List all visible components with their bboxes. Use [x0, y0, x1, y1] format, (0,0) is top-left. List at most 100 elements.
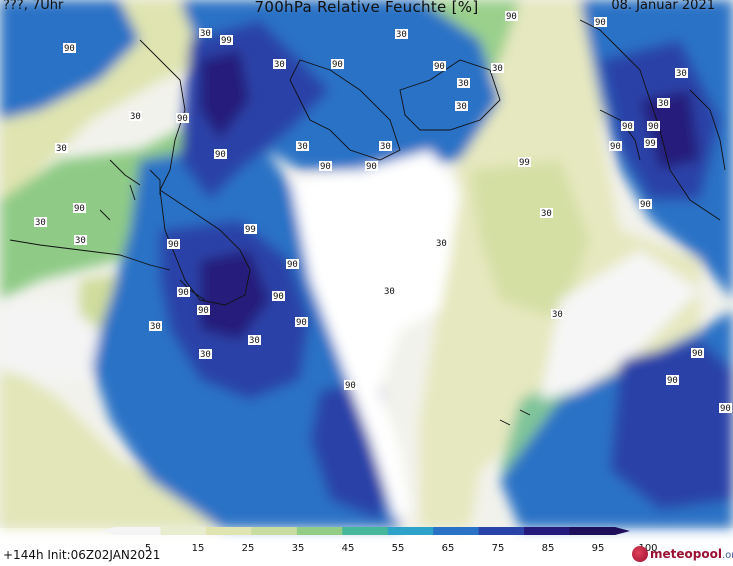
- contour-label: 30: [395, 29, 408, 40]
- svg-text:99: 99: [221, 36, 232, 46]
- contour-label: 30: [129, 111, 142, 122]
- contour-label: 30: [383, 286, 396, 297]
- contour-label: 30: [379, 141, 392, 152]
- legend-swatch: [205, 527, 252, 535]
- contour-label: 99: [220, 35, 233, 46]
- legend-swatch: [433, 527, 480, 535]
- contour-label: 90: [197, 305, 210, 316]
- contour-label: 90: [176, 113, 189, 124]
- svg-text:30: 30: [492, 64, 503, 74]
- svg-text:90: 90: [692, 349, 703, 359]
- legend-swatch: [342, 527, 389, 535]
- contour-labels: 90 30 99 30 90 30 90 90 30 30 30 30 90 30 90 30 90 30 90 99…: [34, 11, 732, 414]
- contour-label: 90: [214, 149, 227, 160]
- contour-label: 90: [719, 403, 732, 414]
- legend-tick-label: 100: [638, 543, 657, 554]
- svg-text:30: 30: [56, 144, 67, 154]
- svg-text:30: 30: [130, 112, 141, 122]
- svg-text:30: 30: [436, 239, 447, 249]
- legend-swatch: [251, 527, 298, 535]
- contour-label: 90: [433, 61, 446, 72]
- svg-text:30: 30: [658, 99, 669, 109]
- contour-label: 90: [319, 161, 332, 172]
- svg-text:90: 90: [622, 122, 633, 132]
- contour-label: 90: [365, 161, 378, 172]
- contour-label: 30: [273, 59, 286, 70]
- contour-label: 90: [691, 348, 704, 359]
- contour-label: 90: [639, 199, 652, 210]
- svg-text:30: 30: [200, 350, 211, 360]
- contour-label: 90: [63, 43, 76, 54]
- svg-text:90: 90: [215, 150, 226, 160]
- brand-domain: .org: [721, 550, 733, 561]
- contour-label: 90: [272, 291, 285, 302]
- contour-label: 30: [199, 28, 212, 39]
- svg-text:30: 30: [297, 142, 308, 152]
- run-info: +144h Init:06Z02JAN2021: [3, 548, 161, 562]
- humidity-field: [0, 0, 733, 528]
- contour-label: 99: [644, 138, 657, 149]
- brand-name: meteopool: [650, 547, 722, 561]
- legend-swatch: [296, 527, 343, 535]
- meteopool-logo[interactable]: meteopool.org: [632, 544, 733, 564]
- legend-arrow-high: [615, 527, 630, 535]
- contour-label: 90: [331, 59, 344, 70]
- contour-label: 90: [295, 317, 308, 328]
- legend-tick-label: 5: [145, 543, 151, 554]
- legend-swatch: [478, 527, 525, 535]
- svg-text:90: 90: [287, 260, 298, 270]
- svg-text:30: 30: [676, 69, 687, 79]
- svg-text:99: 99: [645, 139, 656, 149]
- map-title: 700hPa Relative Feuchte [%]: [254, 0, 479, 16]
- svg-text:30: 30: [396, 30, 407, 40]
- contour-label: 30: [455, 101, 468, 112]
- svg-text:90: 90: [366, 162, 377, 172]
- legend-swatch: [160, 527, 207, 535]
- contour-label: 30: [551, 309, 564, 320]
- svg-text:30: 30: [200, 29, 211, 39]
- contour-label: 90: [344, 380, 357, 391]
- legend-arrow-low: [100, 527, 115, 535]
- svg-text:30: 30: [552, 310, 563, 320]
- svg-text:90: 90: [345, 381, 356, 391]
- svg-text:30: 30: [384, 287, 395, 297]
- valid-time-label: ???, 7Uhr: [3, 0, 64, 13]
- svg-text:90: 90: [168, 240, 179, 250]
- legend-tick-label: 95: [592, 543, 605, 554]
- contour-label: 99: [244, 224, 257, 235]
- contour-label: 30: [540, 208, 553, 219]
- contour-label: 90: [666, 375, 679, 386]
- logo-icon: [632, 546, 648, 562]
- contour-label: 30: [657, 98, 670, 109]
- svg-text:30: 30: [380, 142, 391, 152]
- legend-swatch: [115, 527, 161, 535]
- svg-text:90: 90: [198, 306, 209, 316]
- svg-text:90: 90: [640, 200, 651, 210]
- svg-text:90: 90: [296, 318, 307, 328]
- legend-tick-label: 45: [342, 543, 355, 554]
- svg-text:90: 90: [177, 114, 188, 124]
- svg-text:90: 90: [64, 44, 75, 54]
- contour-label: 30: [34, 217, 47, 228]
- valid-date-label: 08. Januar 2021: [611, 0, 715, 13]
- svg-text:30: 30: [274, 60, 285, 70]
- contour-label: 90: [609, 141, 622, 152]
- contour-label: 99: [518, 157, 531, 168]
- svg-text:90: 90: [178, 288, 189, 298]
- svg-text:99: 99: [519, 158, 530, 168]
- contour-label: 90: [594, 17, 607, 28]
- svg-text:30: 30: [458, 79, 469, 89]
- svg-text:90: 90: [74, 204, 85, 214]
- svg-text:90: 90: [273, 292, 284, 302]
- svg-text:90: 90: [506, 12, 517, 22]
- legend-tick-label: 25: [242, 543, 255, 554]
- svg-text:30: 30: [150, 322, 161, 332]
- legend-tick-label: 85: [542, 543, 555, 554]
- svg-text:90: 90: [332, 60, 343, 70]
- svg-text:99: 99: [245, 225, 256, 235]
- legend-swatch: [569, 527, 616, 535]
- contour-label: 30: [74, 235, 87, 246]
- svg-text:90: 90: [595, 18, 606, 28]
- svg-text:30: 30: [75, 236, 86, 246]
